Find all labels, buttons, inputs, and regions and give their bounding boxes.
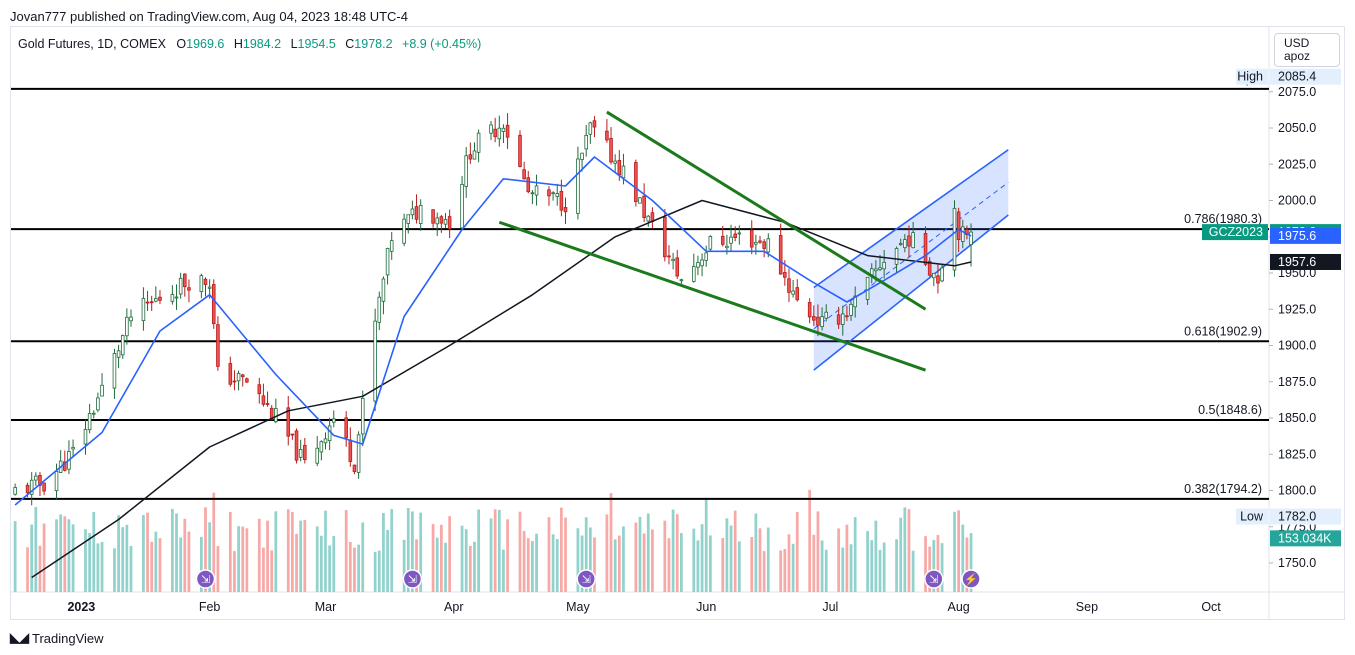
chart-frame	[10, 26, 1345, 620]
legend-symbol: Gold Futures, 1D, COMEX	[18, 37, 166, 51]
currency-code: USD	[1284, 36, 1310, 50]
legend-open: 1969.6	[186, 37, 225, 51]
chart-legend: Gold Futures, 1D, COMEX O1969.6 H1984.2 …	[18, 37, 487, 51]
legend-change: +8.9 (+0.45%)	[402, 37, 482, 51]
legend-high: 1984.2	[242, 37, 282, 51]
brand: ◣◢ TradingView	[10, 630, 104, 646]
tradingview-logo-icon: ◣◢	[10, 630, 29, 645]
currency-unit: apoz	[1284, 49, 1311, 63]
brand-name: TradingView	[32, 630, 104, 646]
legend-close-label: C	[345, 37, 355, 51]
legend-open-label: O	[176, 37, 187, 51]
legend-high-label: H	[233, 37, 243, 51]
publisher-line: Jovan777 published on TradingView.com, A…	[10, 9, 408, 24]
legend-low-label: L	[290, 37, 298, 51]
legend-low: 1954.5	[297, 37, 336, 51]
currency-unit-button[interactable]: USD apoz	[1274, 33, 1340, 67]
legend-close: 1978.2	[354, 37, 393, 51]
